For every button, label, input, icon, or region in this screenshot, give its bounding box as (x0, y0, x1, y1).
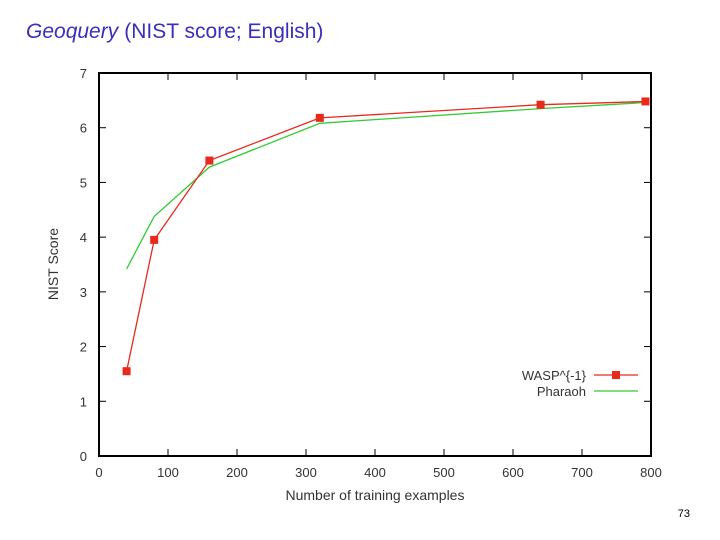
slide-title: Geoquery (NIST score; English) (26, 20, 323, 44)
y-axis-label: NIST Score (45, 228, 61, 300)
data-point-wasp-1 (205, 156, 214, 165)
x-axis-label: Number of training examples (286, 487, 465, 503)
legend: WASP^{-1}Pharaoh (522, 368, 638, 399)
data-point-wasp-1 (150, 235, 159, 244)
legend-label-pharaoh: Pharaoh (537, 384, 586, 399)
y-tick-label: 0 (80, 449, 87, 464)
series-line-pharaoh (126, 101, 646, 270)
y-tick-label: 3 (80, 285, 87, 300)
x-tick-label: 800 (640, 465, 662, 480)
series-group (122, 97, 650, 376)
y-tick-label: 4 (80, 230, 87, 245)
x-tick-label: 300 (295, 465, 317, 480)
y-tick-label: 6 (80, 121, 87, 136)
x-tick-label: 200 (226, 465, 248, 480)
data-point-wasp-1 (641, 97, 650, 106)
x-tick-label: 100 (157, 465, 179, 480)
x-tick-label: 700 (571, 465, 593, 480)
x-tick-label: 500 (433, 465, 455, 480)
legend-label-wasp-1: WASP^{-1} (522, 368, 587, 383)
title-rest: (NIST score; English) (124, 20, 324, 43)
page-number: 73 (677, 508, 690, 520)
x-tick-label: 600 (502, 465, 524, 480)
title-emphasis: Geoquery (26, 20, 119, 43)
data-point-wasp-1 (315, 113, 324, 122)
x-tick-label: 400 (364, 465, 386, 480)
data-point-wasp-1 (536, 100, 545, 109)
legend-marker-wasp-1 (612, 371, 620, 379)
x-tick-label: 0 (95, 465, 102, 480)
series-line-wasp-1 (125, 100, 646, 372)
axes: 0 100 200 300 400 500 600 700 800 0 1 2 3 4 5 6 7 (80, 66, 662, 480)
y-tick-label: 1 (80, 394, 87, 409)
y-tick-label: 7 (80, 66, 87, 81)
y-tick-label: 2 (80, 340, 87, 355)
y-tick-label: 5 (80, 175, 87, 190)
data-point-wasp-1 (122, 367, 131, 376)
